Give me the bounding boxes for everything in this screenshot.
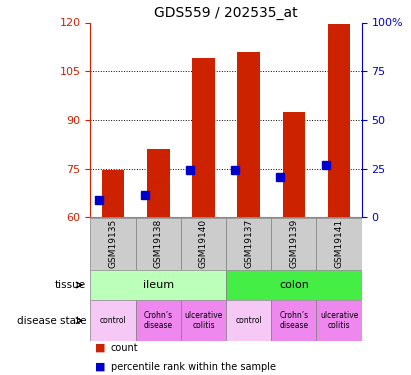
Text: GSM19135: GSM19135 [109, 219, 118, 268]
Text: control: control [235, 316, 262, 325]
Text: ulcerative
colitis: ulcerative colitis [320, 311, 358, 330]
Bar [283, 112, 305, 218]
Bar [90, 217, 136, 270]
Text: ■: ■ [95, 362, 105, 372]
Text: disease state: disease state [17, 316, 86, 326]
Bar [271, 217, 316, 270]
Text: control: control [99, 316, 127, 325]
Text: percentile rank within the sample: percentile rank within the sample [111, 362, 276, 372]
Text: GSM19138: GSM19138 [154, 219, 163, 268]
Text: GSM19141: GSM19141 [335, 219, 344, 268]
Bar [147, 149, 169, 217]
Bar [238, 52, 260, 217]
Text: Crohn’s
disease: Crohn’s disease [144, 311, 173, 330]
Text: Crohn’s
disease: Crohn’s disease [279, 311, 308, 330]
Text: GSM19139: GSM19139 [289, 219, 298, 268]
Text: count: count [111, 343, 139, 353]
Bar [181, 217, 226, 270]
Text: tissue: tissue [55, 280, 86, 290]
Bar [226, 300, 271, 341]
Bar [181, 300, 226, 341]
Bar [136, 300, 181, 341]
Text: ulcerative
colitis: ulcerative colitis [184, 311, 223, 330]
Bar [226, 217, 271, 270]
Text: colon: colon [279, 280, 309, 290]
Bar [226, 270, 362, 300]
Text: GSM19137: GSM19137 [244, 219, 253, 268]
Bar [328, 24, 350, 218]
Bar [102, 170, 125, 217]
Bar [136, 217, 181, 270]
Bar [271, 300, 316, 341]
Text: ■: ■ [95, 343, 105, 353]
Bar [316, 217, 362, 270]
Bar [192, 58, 215, 217]
Title: GDS559 / 202535_at: GDS559 / 202535_at [154, 6, 298, 20]
Text: GSM19140: GSM19140 [199, 219, 208, 268]
Bar [90, 270, 226, 300]
Text: ileum: ileum [143, 280, 174, 290]
Bar [316, 300, 362, 341]
Bar [90, 300, 136, 341]
